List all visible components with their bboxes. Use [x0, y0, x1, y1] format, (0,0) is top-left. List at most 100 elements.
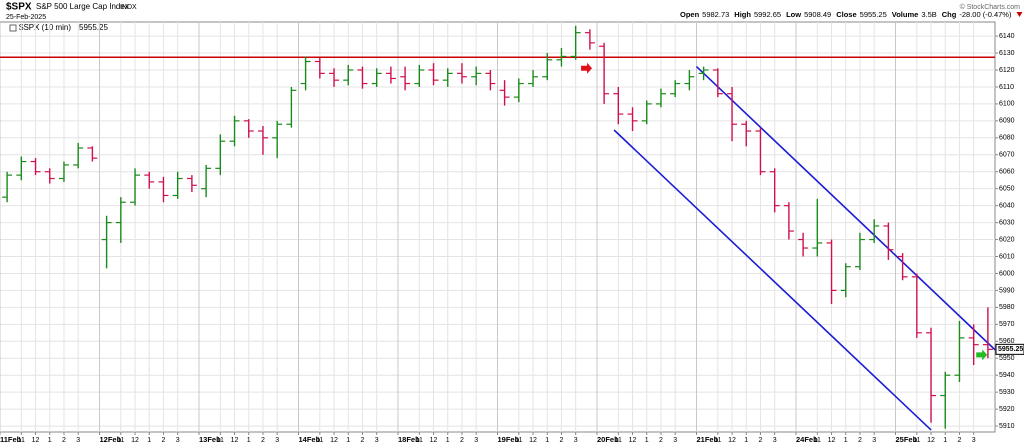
y-tick-label: 5990 — [999, 287, 1015, 294]
y-tick-label: 5910 — [999, 423, 1015, 430]
x-tick-label: 11 — [814, 437, 821, 444]
info-value: 3.5B — [921, 10, 936, 19]
y-tick-label: 6080 — [999, 135, 1015, 142]
x-tick-label: 1 — [48, 437, 52, 444]
x-tick-label: 2 — [460, 437, 464, 444]
y-tick-label: 6000 — [999, 270, 1015, 277]
x-tick-label: 3 — [474, 437, 478, 444]
y-tick-label: 5960 — [999, 338, 1015, 345]
y-tick-label: 6010 — [999, 253, 1015, 260]
last-price-box — [995, 343, 1024, 355]
info-bar: Open 5982.73 High 5992.65 Low 5908.49 Close 595… — [680, 10, 1023, 19]
y-tick-label: 6030 — [999, 219, 1015, 226]
x-tick-label: 12 — [728, 437, 736, 444]
x-tick-label: 11 — [714, 437, 721, 444]
x-tick-label: 3 — [275, 437, 279, 444]
x-tick-label: 11 — [416, 437, 423, 444]
info-value: 5908.49 — [804, 10, 831, 19]
annotation-arrow — [976, 349, 988, 361]
x-tick-label: 11 — [117, 437, 124, 444]
x-tick-label: 24Feb — [796, 435, 818, 444]
date: 25-Feb-2025 — [6, 14, 46, 21]
x-tick-label: 18Feb — [398, 435, 420, 444]
symbol: $SPX — [6, 2, 32, 13]
x-tick-label: 3 — [375, 437, 379, 444]
x-tick-label: 12 — [131, 437, 139, 444]
x-tick-label: 11 — [316, 437, 323, 444]
x-tick-label: 1 — [844, 437, 848, 444]
info-label: Volume — [892, 10, 919, 19]
x-tick-label: 19Feb — [498, 435, 520, 444]
x-tick-label: 2 — [759, 437, 763, 444]
x-tick-label: 12 — [927, 437, 935, 444]
info-label: Close — [836, 10, 856, 19]
x-tick-label: 11 — [515, 437, 522, 444]
x-tick-label: 3 — [76, 437, 80, 444]
y-tick-label: 6020 — [999, 236, 1015, 243]
last-price-label: 5955.25 — [998, 346, 1023, 353]
x-tick-label: 21Feb — [697, 435, 719, 444]
x-tick-label: 11 — [217, 437, 224, 444]
x-tick-label: 2 — [361, 437, 365, 444]
y-tick-label: 6130 — [999, 50, 1015, 57]
y-tick-label: 6060 — [999, 169, 1015, 176]
y-tick-label: 6120 — [999, 67, 1015, 74]
y-tick-label: 6040 — [999, 202, 1015, 209]
channel-line — [613, 129, 932, 431]
x-tick-label: 2 — [162, 437, 166, 444]
info-label: High — [734, 10, 751, 19]
y-tick-label: 6090 — [999, 118, 1015, 125]
exchange: INDX — [120, 4, 137, 11]
x-tick-label: 2 — [261, 437, 265, 444]
x-tick-label: 1 — [247, 437, 251, 444]
annotation-arrow — [581, 62, 593, 74]
x-tick-label: 14Feb — [299, 435, 321, 444]
chart-title: S&P 500 Large Cap Index — [36, 2, 129, 11]
x-tick-label: 1 — [545, 437, 549, 444]
x-tick-label: 12 — [330, 437, 338, 444]
info-value: 5955.25 — [860, 10, 887, 19]
legend-price: 5955.25 — [79, 23, 108, 32]
y-tick-label: 5940 — [999, 372, 1015, 379]
info-value: 5992.65 — [754, 10, 781, 19]
x-tick-label: 11 — [913, 437, 920, 444]
y-tick-label: 5930 — [999, 389, 1015, 396]
info-value: 5982.73 — [702, 10, 729, 19]
x-tick-label: 2 — [560, 437, 564, 444]
y-tick-label: 6140 — [999, 33, 1015, 40]
x-tick-label: 12 — [828, 437, 836, 444]
info-label: Low — [786, 10, 801, 19]
x-tick-label: 3 — [673, 437, 677, 444]
x-tick-label: 3 — [176, 437, 180, 444]
legend: $SPX (10 min) — [19, 23, 71, 32]
y-tick-label: 6050 — [999, 186, 1015, 193]
info-label: Chg — [942, 10, 957, 19]
y-tick-label: 5950 — [999, 355, 1015, 362]
x-tick-label: 12 — [529, 437, 537, 444]
x-tick-label: 11Feb — [0, 435, 22, 444]
x-tick-label: 2 — [62, 437, 66, 444]
x-tick-label: 12 — [629, 437, 637, 444]
y-tick-label: 6110 — [999, 84, 1014, 91]
y-tick-label: 6070 — [999, 152, 1015, 159]
y-tick-label: 5970 — [999, 321, 1015, 328]
x-tick-label: 13Feb — [199, 435, 221, 444]
info-label: Open — [680, 10, 700, 19]
x-tick-label: 25Feb — [896, 435, 918, 444]
legend-swatch — [9, 24, 17, 32]
x-tick-label: 1 — [147, 437, 151, 444]
x-tick-label: 1 — [446, 437, 450, 444]
x-tick-label: 1 — [744, 437, 748, 444]
x-tick-label: 3 — [773, 437, 777, 444]
y-tick-label: 5980 — [999, 304, 1015, 311]
x-tick-label: 3 — [872, 437, 876, 444]
x-tick-label: 3 — [972, 437, 976, 444]
x-tick-label: 12 — [231, 437, 239, 444]
x-tick-label: 2 — [958, 437, 962, 444]
x-tick-label: 12Feb — [100, 435, 122, 444]
y-tick-label: 5920 — [999, 406, 1015, 413]
x-tick-label: 1 — [645, 437, 649, 444]
x-tick-label: 12 — [430, 437, 438, 444]
x-tick-label: 11 — [615, 437, 622, 444]
